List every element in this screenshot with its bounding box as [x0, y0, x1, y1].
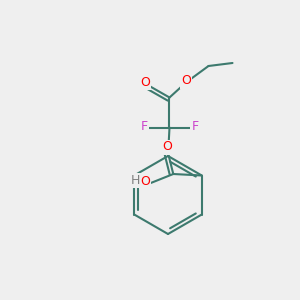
- Text: O: O: [181, 74, 191, 88]
- Text: O: O: [140, 175, 150, 188]
- Text: O: O: [141, 76, 150, 89]
- Text: H: H: [130, 174, 140, 187]
- Text: O: O: [162, 140, 172, 154]
- Text: F: F: [140, 119, 148, 133]
- Text: F: F: [191, 119, 199, 133]
